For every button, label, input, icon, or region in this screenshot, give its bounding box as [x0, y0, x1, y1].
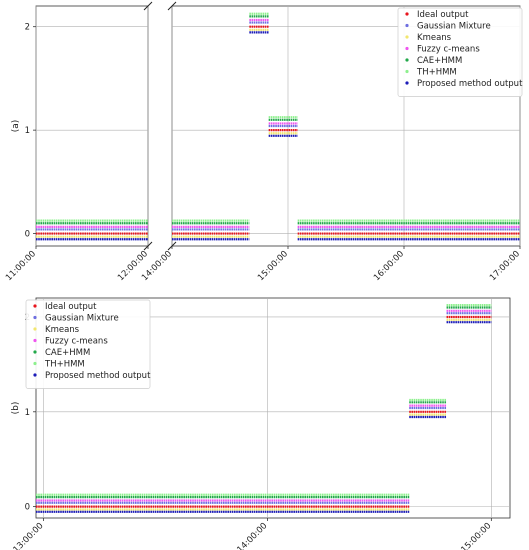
legend-marker: [33, 327, 37, 331]
series-th-hmm: [36, 304, 492, 496]
legend-marker: [33, 315, 37, 320]
legend-marker: [33, 304, 37, 308]
legend-entry: Ideal output: [45, 302, 97, 312]
legend-entry: CAE+HMM: [45, 348, 90, 358]
legend-entry: Proposed method output: [45, 371, 151, 381]
series-th-hmm: [36, 12, 520, 222]
legend-entry: Kmeans: [417, 33, 452, 43]
series-gaussian-mixture: [36, 21, 520, 231]
legend-box: [397, 7, 523, 97]
series-fuzzy-c-means: [36, 18, 520, 228]
y-tick-label: 0: [25, 230, 30, 240]
legend-entry: Ideal output: [417, 10, 469, 20]
axis-break-mark: [167, 1, 177, 11]
series-cae-hmm: [36, 15, 520, 225]
legend-entry: Fuzzy c-means: [45, 337, 108, 347]
legend-marker: [405, 46, 409, 51]
series-cae-hmm: [36, 306, 492, 499]
y-tick-label: 2: [25, 23, 30, 33]
legend-marker: [405, 23, 409, 28]
series-kmeans: [36, 318, 492, 511]
legend-marker: [33, 338, 37, 343]
axis-break-mark: [167, 241, 177, 251]
legend-entry: CAE+HMM: [417, 56, 462, 66]
plot-area: [35, 5, 149, 247]
legend-marker: [405, 81, 409, 85]
legend-entry: Kmeans: [45, 325, 80, 335]
legend-marker: [33, 350, 37, 354]
legend-marker: [405, 69, 409, 74]
legend-entry: TH+HMM: [44, 360, 85, 370]
series-proposed-method-output: [36, 31, 520, 241]
y-tick-label: 1: [25, 408, 30, 418]
legend-marker: [405, 35, 409, 39]
series-ideal-output: [36, 25, 520, 235]
legend-entry: Gaussian Mixture: [45, 314, 119, 324]
x-tick-label: 11:00:00: [4, 249, 38, 283]
legend-entry: Fuzzy c-means: [417, 45, 480, 55]
legend-entry: TH+HMM: [416, 68, 457, 78]
series-proposed-method-output: [36, 321, 492, 513]
axis-break-mark: [143, 241, 153, 251]
legend-entry: Proposed method output: [417, 79, 523, 89]
legend-marker: [405, 12, 409, 16]
axis-break-mark: [143, 1, 153, 11]
legend-marker: [33, 361, 37, 366]
y-tick-label: 1: [25, 126, 30, 136]
x-tick-label: 14:00:00: [235, 521, 269, 550]
legend-box: [25, 299, 151, 389]
legend-marker: [33, 373, 37, 377]
x-tick-label: 13:00:00: [12, 521, 46, 550]
series-kmeans: [36, 28, 520, 238]
series-fuzzy-c-means: [36, 309, 492, 502]
x-tick-label: 15:00:00: [256, 249, 290, 283]
x-tick-label: 16:00:00: [372, 249, 406, 283]
y-axis-label: (b): [11, 402, 21, 415]
series-ideal-output: [36, 315, 492, 508]
y-axis-label: (a): [11, 120, 21, 133]
legend-entry: Gaussian Mixture: [417, 22, 491, 32]
legend-marker: [405, 58, 409, 62]
x-tick-label: 15:00:00: [459, 521, 493, 550]
y-tick-label: 0: [25, 503, 30, 513]
series-gaussian-mixture: [36, 312, 492, 504]
x-tick-label: 17:00:00: [488, 249, 522, 283]
